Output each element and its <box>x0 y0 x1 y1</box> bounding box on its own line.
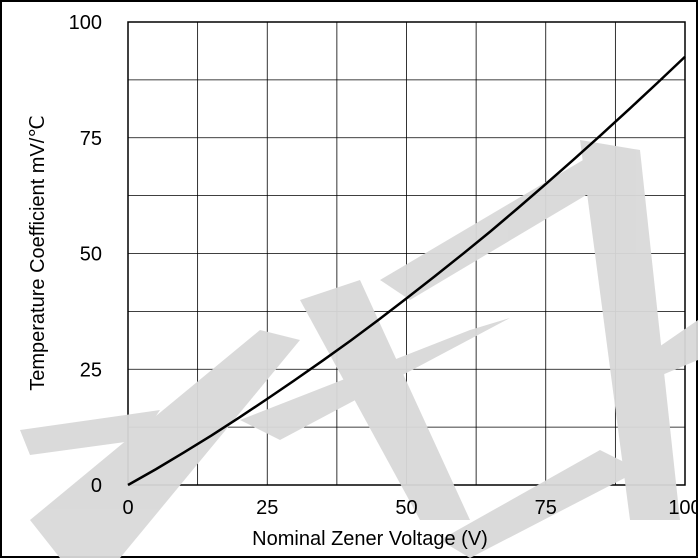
x-tick-label: 100 <box>668 497 698 519</box>
y-axis-title: Temperature Coefficient mV/℃ <box>27 115 49 391</box>
x-tick-label: 50 <box>395 497 417 519</box>
x-axis-title: Nominal Zener Voltage (V) <box>252 528 488 550</box>
x-tick-label: 75 <box>535 497 557 519</box>
x-tick-label: 0 <box>122 497 133 519</box>
y-tick-label: 25 <box>80 359 102 381</box>
y-tick-label: 100 <box>69 12 102 34</box>
x-tick-label: 25 <box>256 497 278 519</box>
y-tick-label: 50 <box>80 244 102 266</box>
watermark-logo <box>20 140 698 558</box>
y-tick-label: 75 <box>80 128 102 150</box>
series-line <box>127 55 686 487</box>
y-tick-label: 0 <box>91 475 102 497</box>
y-axis-ticks: 0 25 50 75 100 <box>69 12 102 497</box>
x-axis-ticks: 0 25 50 75 100 <box>122 497 698 519</box>
